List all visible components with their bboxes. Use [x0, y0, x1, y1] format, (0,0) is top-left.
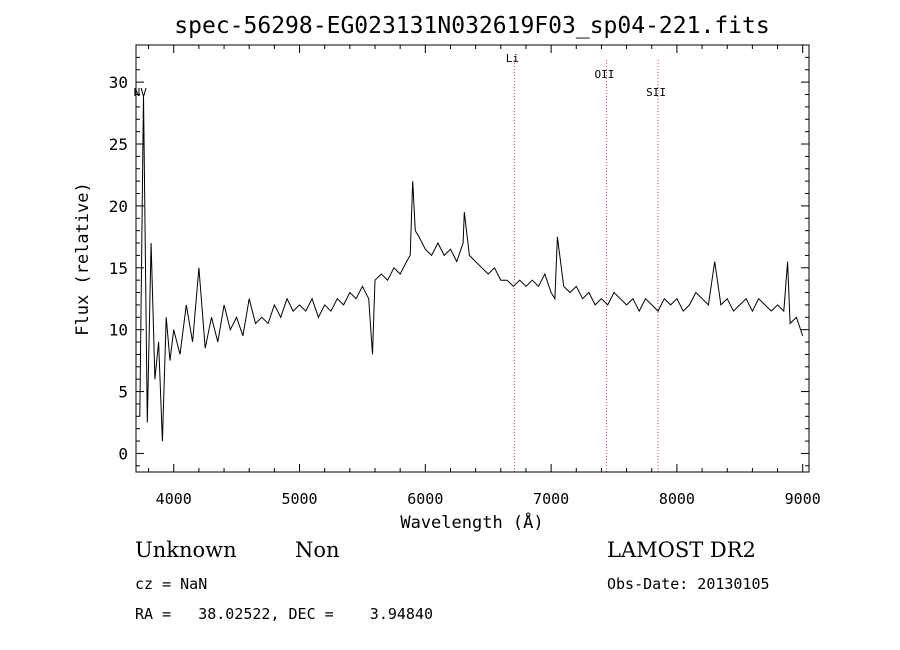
x-axis-ticks: 4000 5000 6000 7000 8000 9000 [148, 45, 821, 508]
x-tick-label: 6000 [407, 490, 443, 508]
y-tick-label: 30 [109, 73, 128, 92]
y-tick-label: 5 [118, 383, 128, 402]
chart-title: spec-56298-EG023131N032619F03_sp04-221.f… [174, 13, 769, 39]
redshift-readout: cz = NaN [135, 575, 208, 593]
marker-label: OII [595, 68, 615, 81]
subclass-label: Non [295, 538, 340, 562]
x-tick-label: 9000 [785, 490, 821, 508]
spectrum-series [139, 94, 804, 442]
y-tick-label: 10 [109, 321, 128, 340]
survey-label: LAMOST DR2 [607, 538, 756, 562]
plot-frame [135, 44, 810, 473]
y-axis-label: Flux (relative) [73, 182, 93, 336]
y-tick-label: 25 [109, 135, 128, 154]
y-tick-label: 20 [109, 197, 128, 216]
x-tick-label: 5000 [281, 490, 317, 508]
coordinates-readout: RA = 38.02522, DEC = 3.94840 [135, 605, 434, 623]
obs-date-readout: Obs-Date: 20130105 [607, 575, 770, 593]
marker-label: SII [646, 86, 666, 99]
x-tick-label: 8000 [659, 490, 695, 508]
x-tick-label: 4000 [156, 490, 192, 508]
y-axis-ticks: 0 5 10 15 20 25 30 [109, 56, 809, 467]
x-axis-label: Wavelength (Å) [400, 511, 543, 533]
x-tick-label: 7000 [533, 490, 569, 508]
marker-label: Li [506, 52, 519, 65]
y-tick-label: 15 [109, 259, 128, 278]
series-line [139, 94, 804, 442]
y-tick-label: 0 [118, 444, 128, 463]
class-label: Unknown [135, 538, 237, 562]
